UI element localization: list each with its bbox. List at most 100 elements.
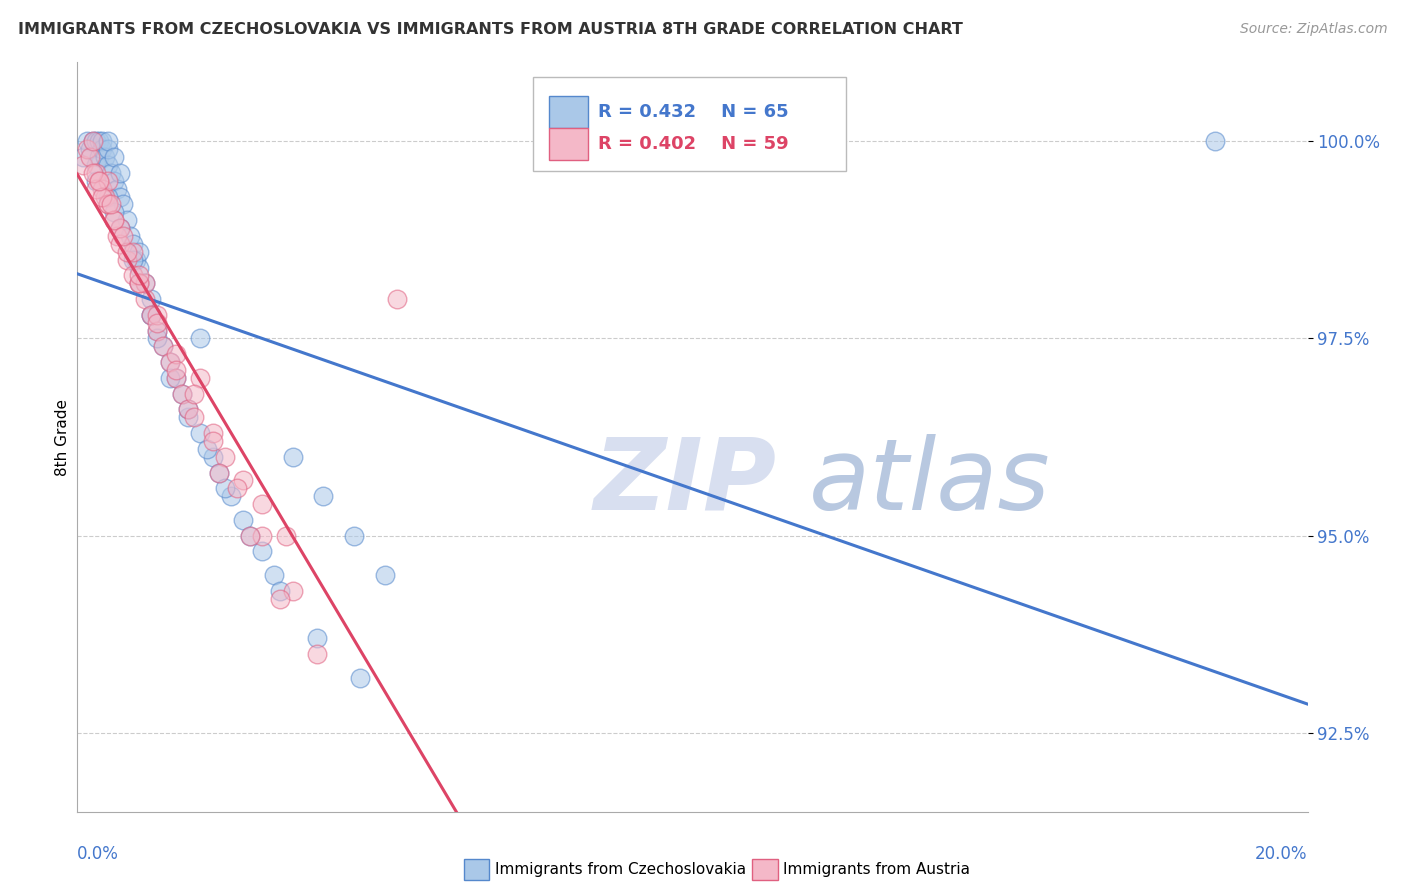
Point xyxy=(177,402,200,417)
Point xyxy=(159,355,181,369)
Point xyxy=(214,450,236,464)
Point xyxy=(250,497,273,511)
Point xyxy=(82,166,104,180)
Point xyxy=(72,158,94,172)
Point xyxy=(110,189,132,203)
Point xyxy=(94,189,117,203)
Point xyxy=(307,631,329,645)
Point xyxy=(214,481,236,495)
Point xyxy=(118,229,141,244)
Point xyxy=(128,244,150,259)
Point xyxy=(103,205,125,219)
Point xyxy=(269,583,291,598)
Text: ZIP: ZIP xyxy=(595,434,778,531)
Point xyxy=(159,355,181,369)
Point xyxy=(281,583,304,598)
Point xyxy=(121,244,143,259)
Text: R = 0.432    N = 65: R = 0.432 N = 65 xyxy=(598,103,789,121)
Point xyxy=(103,174,125,188)
Point xyxy=(201,426,224,441)
Text: 0.0%: 0.0% xyxy=(77,846,120,863)
Point xyxy=(263,568,285,582)
Point xyxy=(239,529,262,543)
Point xyxy=(121,268,143,283)
Point xyxy=(146,316,169,330)
Point xyxy=(90,181,114,195)
Point xyxy=(90,142,114,156)
Point xyxy=(146,308,169,322)
Point xyxy=(177,402,200,417)
Point xyxy=(165,371,187,385)
Point xyxy=(97,197,120,211)
Point xyxy=(152,339,174,353)
Point xyxy=(105,181,128,195)
Point xyxy=(121,236,143,251)
Point xyxy=(165,363,187,377)
Point xyxy=(90,134,114,148)
Point xyxy=(128,268,150,283)
Point xyxy=(97,142,120,156)
Point xyxy=(97,134,120,148)
Point xyxy=(128,277,150,291)
Point xyxy=(97,158,120,172)
Point xyxy=(84,134,107,148)
Point xyxy=(141,308,163,322)
Point xyxy=(110,221,132,235)
Point xyxy=(177,410,200,425)
Text: 20.0%: 20.0% xyxy=(1256,846,1308,863)
Point xyxy=(349,671,371,685)
Text: IMMIGRANTS FROM CZECHOSLOVAKIA VS IMMIGRANTS FROM AUSTRIA 8TH GRADE CORRELATION : IMMIGRANTS FROM CZECHOSLOVAKIA VS IMMIGR… xyxy=(18,22,963,37)
Point xyxy=(87,174,110,188)
Point xyxy=(134,277,156,291)
Point xyxy=(159,371,181,385)
Point xyxy=(170,386,193,401)
Point xyxy=(250,529,273,543)
Point xyxy=(239,529,262,543)
Point xyxy=(343,529,366,543)
Point xyxy=(250,544,273,558)
Point xyxy=(374,568,396,582)
Point xyxy=(87,174,110,188)
Point xyxy=(152,339,174,353)
Point xyxy=(76,142,98,156)
Point xyxy=(115,252,138,267)
Point xyxy=(84,166,107,180)
FancyBboxPatch shape xyxy=(548,128,588,160)
Point xyxy=(208,466,231,480)
Point xyxy=(103,213,125,227)
Point xyxy=(112,197,135,211)
FancyBboxPatch shape xyxy=(548,96,588,128)
Text: Immigrants from Austria: Immigrants from Austria xyxy=(783,863,970,877)
Text: atlas: atlas xyxy=(810,434,1050,531)
Point xyxy=(141,292,163,306)
Point xyxy=(87,134,110,148)
Text: R = 0.402    N = 59: R = 0.402 N = 59 xyxy=(598,135,789,153)
Point xyxy=(97,189,120,203)
Point xyxy=(84,181,107,195)
Point xyxy=(97,174,120,188)
Point xyxy=(281,450,304,464)
Point xyxy=(201,434,224,448)
Point xyxy=(387,292,409,306)
Point xyxy=(219,489,242,503)
Point xyxy=(208,466,231,480)
Point xyxy=(125,252,148,267)
Point xyxy=(232,474,254,488)
Point xyxy=(115,244,138,259)
Point xyxy=(110,166,132,180)
Point xyxy=(72,150,94,164)
Point xyxy=(82,134,104,148)
Point xyxy=(84,174,107,188)
Point xyxy=(121,252,143,267)
Point xyxy=(312,489,335,503)
FancyBboxPatch shape xyxy=(533,78,846,171)
Point xyxy=(110,236,132,251)
Text: Immigrants from Czechoslovakia: Immigrants from Czechoslovakia xyxy=(495,863,747,877)
Point xyxy=(146,324,169,338)
Text: Source: ZipAtlas.com: Source: ZipAtlas.com xyxy=(1240,22,1388,37)
Point xyxy=(103,150,125,164)
Point xyxy=(97,197,120,211)
Point xyxy=(183,386,205,401)
Point xyxy=(170,386,193,401)
Point xyxy=(105,229,128,244)
